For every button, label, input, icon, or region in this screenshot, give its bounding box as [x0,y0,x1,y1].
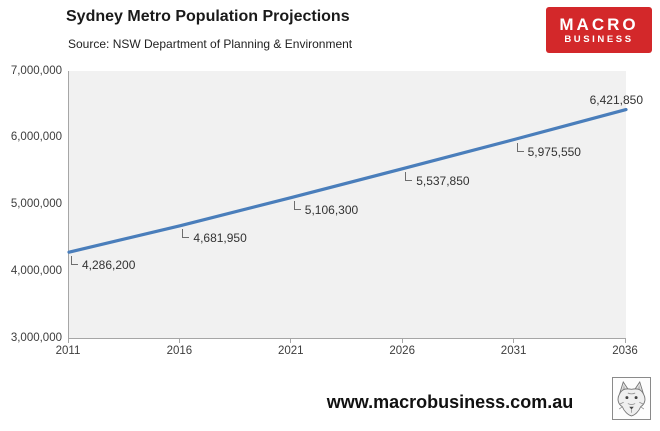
data-point-label: 4,681,950 [193,231,247,246]
population-line-series [67,107,628,254]
x-tick-label: 2036 [612,345,638,357]
leader-line [182,229,190,239]
x-tick-mark [178,339,180,343]
wolf-face-drawing [617,380,646,417]
x-tick-label: 2021 [278,345,304,357]
x-tick-label: 2016 [166,345,193,357]
chart-source-note: Source: NSW Department of Planning & Env… [68,37,353,51]
leader-line [293,200,301,210]
logo-text-business: BUSINESS [564,33,634,45]
x-tick-label: 2011 [55,345,81,357]
y-tick-label: 3,000,000 [10,331,62,344]
wolf-sketch-icon [612,377,651,420]
y-tick-label: 7,000,000 [10,64,62,77]
leader-line [405,172,413,182]
x-tick-label: 2031 [500,345,527,357]
y-tick-label: 4,000,000 [10,264,62,277]
data-point-label: 6,421,850 [589,92,643,107]
x-tick-mark [513,339,515,343]
logo-text-macro: MACRO [559,14,639,34]
x-tick-mark [624,339,626,343]
footer-url: www.macrobusiness.com.au [326,392,574,412]
y-tick-label: 5,000,000 [10,198,62,210]
data-point-label: 5,537,850 [416,174,470,189]
data-point-label: 5,106,300 [304,202,359,217]
y-tick-label: 6,000,000 [10,131,62,144]
x-tick-mark [401,339,403,343]
x-tick-mark [290,339,292,343]
x-tick-label: 2026 [389,345,415,357]
chart-title: Sydney Metro Population Projections [66,8,350,25]
data-point-label: 4,286,200 [82,257,136,272]
leader-line [71,255,78,265]
data-point-label: 5,975,550 [527,144,581,159]
plot-area: 4,286,200 4,681,950 5,106,300 5,537,850 5,97… [67,71,643,339]
macrobusiness-logo: MACRO BUSINESS [546,7,652,53]
leader-line [516,142,524,152]
x-tick-mark [67,339,69,343]
